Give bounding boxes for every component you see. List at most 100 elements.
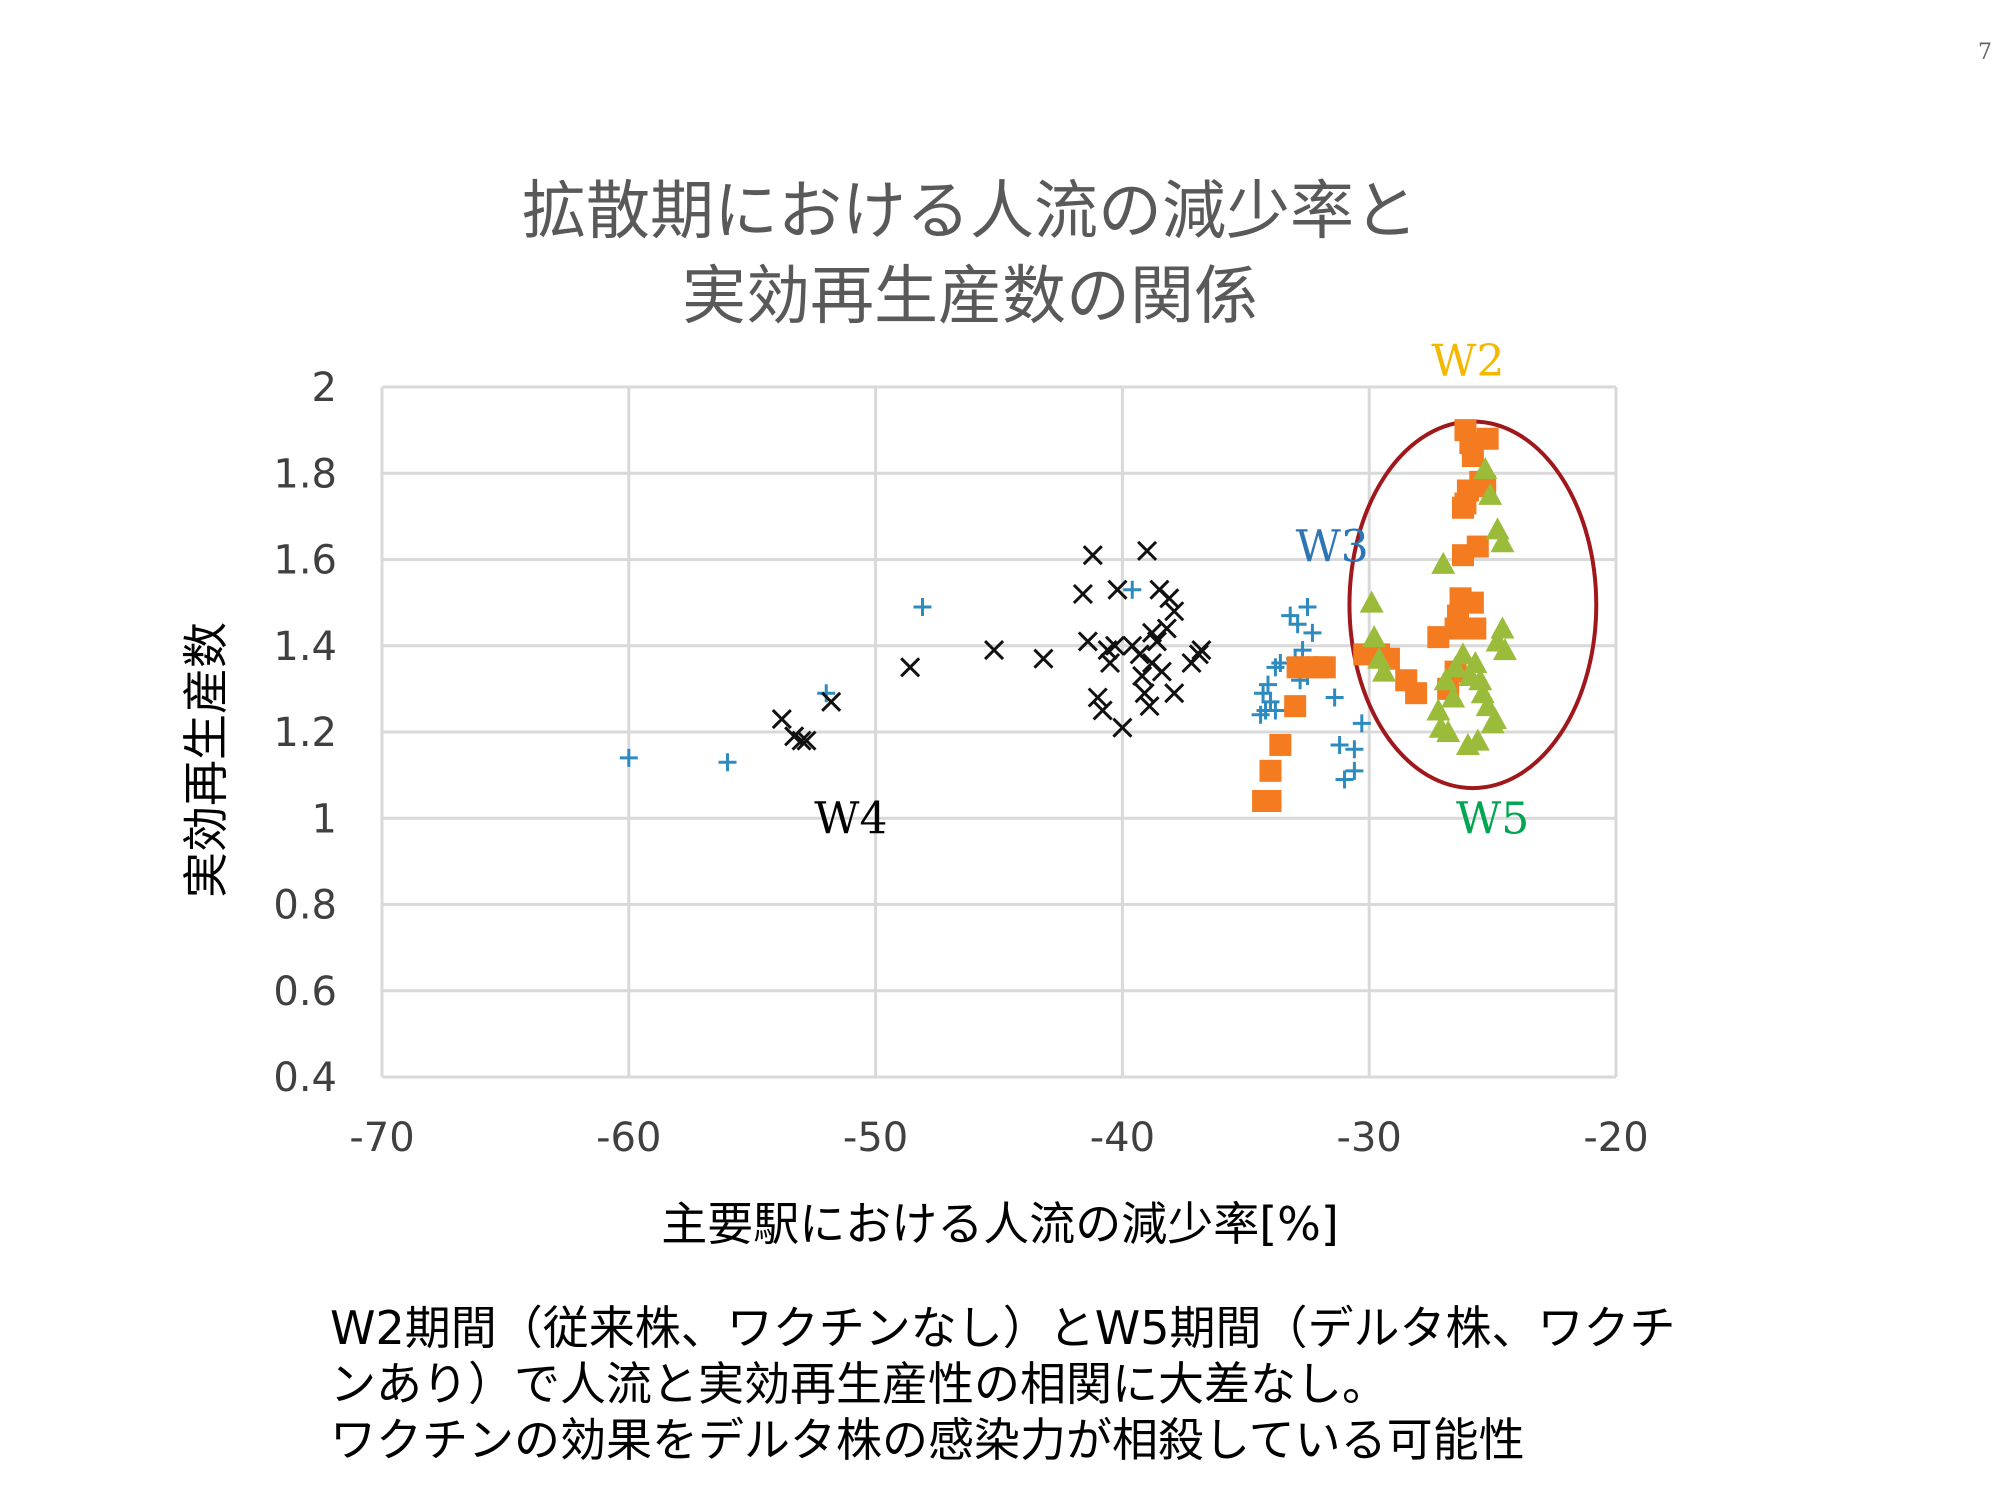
- plot-points: [619, 419, 1517, 812]
- data-point-triangle: [1436, 720, 1461, 742]
- data-point-plus: [1271, 654, 1290, 672]
- data-point-square: [1464, 617, 1487, 640]
- x-tick-label: -40: [1090, 1115, 1155, 1161]
- x-axis-label: 主要駅における人流の減少率[%]: [661, 1197, 1339, 1251]
- data-point-plus: [1352, 714, 1371, 733]
- y-tick-label: 0.4: [273, 1055, 337, 1101]
- data-point-triangle: [1473, 456, 1498, 479]
- data-point-triangle: [1426, 698, 1451, 721]
- data-point-plus: [1123, 580, 1142, 599]
- data-point-plus: [817, 684, 836, 703]
- data-point-cross: [1132, 665, 1153, 686]
- data-point-square: [1259, 759, 1282, 782]
- data-point-cross: [1139, 696, 1160, 717]
- data-point-plus: [1335, 770, 1354, 789]
- data-point-plus: [1345, 761, 1364, 780]
- x-tick-label: -30: [1337, 1115, 1402, 1161]
- data-point-triangle: [1431, 551, 1456, 574]
- chart-title-line-2: 実効再生産数の関係: [682, 260, 1258, 334]
- data-point-triangle: [1485, 517, 1510, 540]
- data-point-cross: [984, 640, 1005, 661]
- data-point-triangle: [1450, 642, 1475, 665]
- data-point-plus: [913, 597, 932, 616]
- caption: W2期間（従来株、ワクチンなし）とW5期間（デルタ株、ワクチ ンあり）で人流と実…: [330, 1300, 1780, 1468]
- data-point-triangle: [1490, 616, 1515, 639]
- data-point-cross: [1146, 631, 1168, 652]
- data-point-cross: [1112, 717, 1133, 738]
- data-point-triangle: [1359, 590, 1384, 613]
- data-point-cross: [1099, 652, 1121, 674]
- x-tick-label: -50: [843, 1115, 908, 1161]
- data-point-cross: [1191, 640, 1212, 661]
- x-tick-label: -60: [596, 1115, 661, 1161]
- data-point-triangle: [1465, 728, 1490, 751]
- data-point-square: [1284, 695, 1307, 718]
- y-tick-label: 0.8: [273, 883, 337, 929]
- data-point-square: [1466, 535, 1489, 558]
- data-point-triangle: [1490, 530, 1515, 553]
- data-point-cross: [1107, 579, 1128, 600]
- data-point-square: [1427, 626, 1450, 649]
- annotation-label: W5: [1456, 793, 1529, 844]
- data-point-cross: [771, 709, 792, 730]
- y-tick-label: 1.8: [273, 451, 337, 497]
- data-point-plus: [718, 753, 737, 772]
- data-point-cross: [1033, 648, 1054, 669]
- data-point-square: [1461, 445, 1484, 467]
- data-point-square: [1476, 427, 1499, 450]
- data-point-square: [1259, 790, 1282, 812]
- data-point-plus: [1303, 623, 1322, 642]
- y-tick-label: 1: [312, 796, 337, 842]
- data-point-cross: [900, 657, 921, 678]
- x-tick-label: -20: [1583, 1115, 1648, 1161]
- data-point-cross: [1072, 583, 1093, 605]
- data-point-cross: [791, 730, 812, 751]
- data-point-plus: [1325, 688, 1344, 707]
- x-tick-label: -70: [349, 1115, 414, 1161]
- y-tick-label: 1.4: [273, 624, 337, 670]
- chart-title-line-1: 拡散期における人流の減少率と: [522, 175, 1418, 249]
- data-point-cross: [796, 730, 817, 751]
- data-point-cross: [1159, 588, 1180, 609]
- y-tick-label: 1.2: [273, 710, 337, 756]
- data-point-triangle: [1492, 638, 1517, 661]
- data-point-cross: [1134, 683, 1155, 704]
- data-point-triangle: [1372, 659, 1397, 682]
- data-point-cross: [821, 691, 842, 712]
- data-point-cross: [1092, 700, 1113, 721]
- data-point-cross: [1082, 545, 1103, 566]
- data-point-square: [1269, 733, 1292, 756]
- data-point-cross: [1156, 618, 1177, 639]
- caption-line-3: ワクチンの効果をデルタ株の感染力が相殺している可能性: [330, 1413, 1525, 1467]
- y-tick-label: 0.6: [273, 969, 337, 1015]
- annotations: W2 W3 W4 W5: [814, 336, 1529, 844]
- y-axis-label: 実効再生産数: [179, 622, 233, 898]
- data-point-square: [1405, 682, 1428, 705]
- data-point-triangle: [1478, 482, 1503, 505]
- data-point-cross: [1151, 661, 1172, 682]
- data-point-cross: [1104, 635, 1126, 656]
- data-point-cross: [1164, 683, 1185, 704]
- annotation-label: W4: [814, 793, 887, 844]
- data-point-square: [1313, 656, 1336, 679]
- data-point-triangle: [1468, 668, 1493, 691]
- data-point-plus: [1298, 597, 1317, 616]
- data-point-cross: [1129, 644, 1150, 665]
- data-point-triangle: [1463, 651, 1488, 673]
- data-point-cross: [1137, 540, 1158, 561]
- data-point-plus: [1266, 701, 1285, 720]
- annotation-label: W2: [1431, 336, 1504, 387]
- caption-line-2: ンあり）で人流と実効再生産性の相関に大差なし。: [330, 1357, 1388, 1411]
- tick-labels: 0.4 0.6 0.8 1 1.2 1.4 1.6 1.8 2 -70 -60 -50 -40 -30 -2…: [273, 365, 1648, 1161]
- data-point-plus: [1330, 735, 1349, 754]
- annotation-label: W3: [1296, 522, 1369, 573]
- data-point-square: [1461, 591, 1484, 614]
- y-tick-label: 1.6: [273, 538, 337, 584]
- caption-line-1: W2期間（従来株、ワクチンなし）とW5期間（デルタ株、ワクチ: [330, 1301, 1676, 1355]
- data-point-triangle: [1483, 707, 1508, 730]
- data-point-plus: [1288, 615, 1307, 634]
- data-point-plus: [1259, 675, 1278, 694]
- data-point-cross: [1077, 631, 1098, 652]
- y-tick-label: 2: [312, 365, 337, 411]
